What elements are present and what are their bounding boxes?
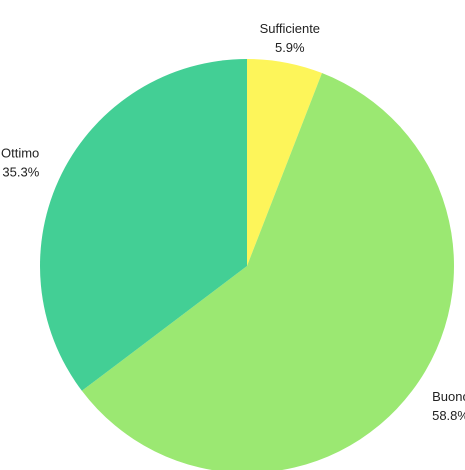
pie-slice-sufficiente (247, 59, 322, 266)
pie-labels: Sufficiente 5.9% Buono 58.8% Ottimo 35.3% (1, 21, 465, 423)
pie-slice-buono (81, 73, 454, 470)
pie-slice-ottimo (40, 59, 247, 391)
pie-label-name: Ottimo (1, 146, 39, 161)
pie-label-percent: 5.9% (275, 40, 305, 55)
pie-label-name: Buono (432, 389, 465, 404)
pie-label-name: Sufficiente (260, 21, 320, 36)
pie-label-buono: Buono 58.8% (432, 389, 465, 423)
pie-label-ottimo: Ottimo 35.3% (1, 146, 40, 180)
pie-label-percent: 58.8% (432, 408, 465, 423)
pie-label-sufficiente: Sufficiente 5.9% (260, 21, 320, 55)
pie-slices (40, 59, 454, 470)
pie-label-percent: 35.3% (2, 165, 39, 180)
